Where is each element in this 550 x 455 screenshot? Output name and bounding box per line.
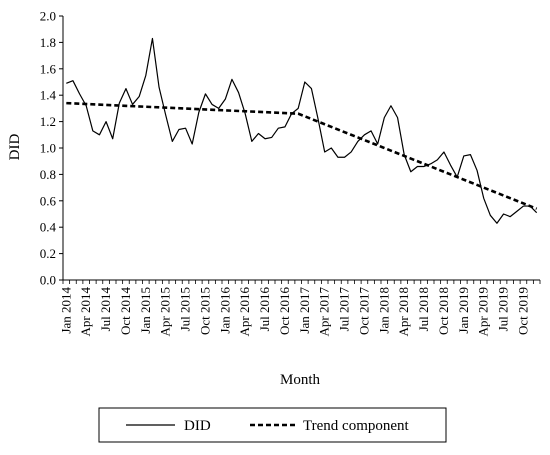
y-tick-label: 1.0 — [40, 141, 56, 156]
x-tick-label: Jan 2017 — [297, 287, 312, 334]
y-tick-label: 0.4 — [40, 220, 57, 235]
x-tick-label: Oct 2015 — [197, 287, 212, 335]
x-tick-label: Jul 2019 — [496, 287, 511, 331]
y-tick-label: 0.0 — [40, 273, 56, 288]
y-tick-label: 1.4 — [40, 88, 57, 103]
x-tick-label: Apr 2019 — [476, 287, 491, 336]
x-tick-label: Jul 2018 — [416, 287, 431, 331]
x-tick-label: Jul 2014 — [98, 287, 113, 332]
x-tick-label: Apr 2014 — [78, 287, 93, 337]
x-axis-title: Month — [280, 372, 321, 388]
x-tick-label: Jan 2019 — [456, 287, 471, 334]
x-tick-label: Oct 2019 — [515, 287, 530, 335]
y-tick-label: 1.8 — [40, 35, 56, 50]
y-tick-label: 0.2 — [40, 246, 56, 261]
legend-label-did: DID — [184, 418, 211, 434]
x-tick-label: Oct 2014 — [118, 287, 133, 336]
x-tick-label: Oct 2017 — [356, 287, 371, 336]
series-line-did — [66, 37, 538, 224]
y-tick-label: 0.6 — [40, 193, 57, 208]
x-tick-label: Jan 2016 — [217, 287, 232, 334]
x-tick-label: Jan 2014 — [58, 287, 73, 334]
x-tick-label: Apr 2017 — [317, 287, 332, 337]
y-tick-label: 0.8 — [40, 167, 56, 182]
x-tick-label: Oct 2016 — [277, 287, 292, 336]
plot-area: 0.0 0.2 0.4 0.6 0.8 1.0 1.2 1.4 1.6 1.8 2.0 Jan 201… — [40, 9, 541, 337]
x-tick-label: Jan 2018 — [376, 287, 391, 334]
y-tick-label: 1.2 — [40, 114, 56, 129]
x-tick-label: Jul 2017 — [337, 287, 352, 332]
series-line-trend — [66, 101, 538, 210]
x-tick-label: Jul 2015 — [178, 287, 193, 331]
x-tick-label: Apr 2018 — [396, 287, 411, 336]
x-tick-label: Jul 2016 — [257, 287, 272, 332]
x-tick-label: Oct 2018 — [436, 287, 451, 335]
y-axis-title: DID — [7, 134, 23, 161]
legend: DID Trend component — [98, 407, 447, 443]
y-tick-label: 1.6 — [40, 61, 57, 76]
legend-label-trend: Trend component — [303, 418, 410, 434]
x-tick-label: Jan 2015 — [138, 287, 153, 334]
y-tick-label: 2.0 — [40, 9, 56, 24]
x-tick-label: Apr 2016 — [237, 287, 252, 337]
x-tick-label: Apr 2015 — [158, 287, 173, 336]
